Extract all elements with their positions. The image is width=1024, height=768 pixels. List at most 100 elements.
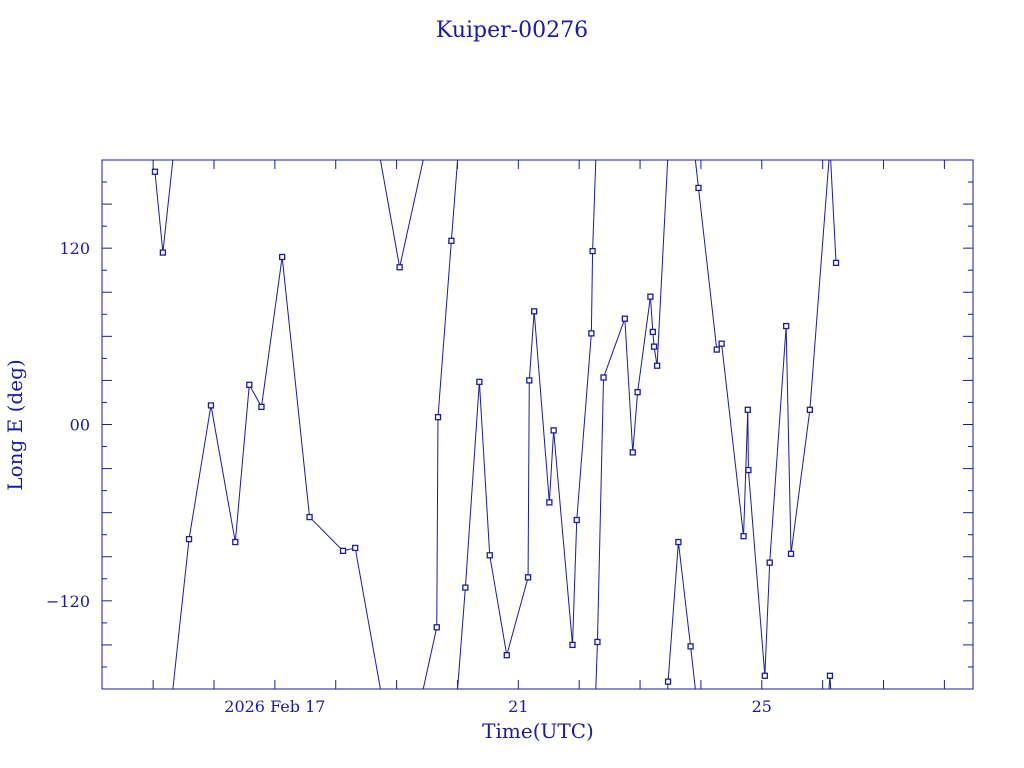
line-segment xyxy=(830,159,837,263)
data-point xyxy=(476,378,483,386)
data-point xyxy=(526,377,533,384)
data-point xyxy=(159,249,167,256)
data-point xyxy=(279,253,286,261)
data-point xyxy=(761,672,768,679)
line-segment xyxy=(656,159,669,366)
data-point xyxy=(546,499,553,506)
data-point xyxy=(503,652,510,659)
data-point xyxy=(675,538,682,546)
line-segment xyxy=(632,392,639,453)
line-segment xyxy=(590,251,594,334)
line-segment xyxy=(248,384,262,408)
line-segment xyxy=(596,377,605,642)
data-point xyxy=(787,550,795,557)
line-segment xyxy=(576,333,592,521)
line-segment xyxy=(464,381,480,588)
data-point xyxy=(396,264,403,271)
data-point xyxy=(550,427,557,434)
line-segment xyxy=(506,577,529,656)
data-point xyxy=(832,259,840,267)
line-segment xyxy=(309,516,344,552)
data-point xyxy=(826,672,834,679)
data-point xyxy=(569,641,576,649)
line-segment xyxy=(690,646,696,690)
y-tick-label: 120 xyxy=(59,239,90,258)
line-segment xyxy=(747,470,766,676)
line-segment xyxy=(764,562,771,676)
data-point xyxy=(531,308,538,315)
line-segment xyxy=(489,555,508,656)
data-point xyxy=(448,237,455,244)
x-tick-label: 25 xyxy=(752,697,772,716)
line-segment xyxy=(548,430,555,503)
y-tick-label: −120 xyxy=(46,592,90,611)
series-markers xyxy=(151,168,840,685)
data-point xyxy=(462,584,469,591)
data-point xyxy=(745,466,752,474)
line-segment xyxy=(595,641,598,690)
data-point xyxy=(258,403,265,411)
data-point xyxy=(600,374,607,381)
line-segment xyxy=(697,187,718,350)
data-point xyxy=(207,402,215,409)
data-point xyxy=(573,516,580,524)
line-segment xyxy=(624,318,634,453)
line-segment xyxy=(172,539,190,690)
line-segment xyxy=(809,159,830,410)
data-point xyxy=(740,533,747,540)
line-segment xyxy=(210,405,236,543)
x-tick-label: 21 xyxy=(508,697,528,716)
line-segment xyxy=(162,159,174,253)
data-point xyxy=(718,340,725,347)
line-segment xyxy=(653,346,658,366)
data-point xyxy=(634,389,641,396)
line-segment xyxy=(450,159,459,241)
line-segment xyxy=(478,381,491,556)
axis-ticks xyxy=(102,160,973,689)
line-segment xyxy=(422,627,438,690)
data-point xyxy=(232,538,239,546)
data-point xyxy=(352,544,359,552)
line-segment xyxy=(769,326,787,563)
data-point xyxy=(695,184,702,192)
data-point xyxy=(185,535,193,543)
line-segment xyxy=(527,380,530,578)
data-point xyxy=(589,247,596,255)
line-segment xyxy=(154,171,164,253)
data-point xyxy=(647,293,654,300)
line-segment xyxy=(785,326,792,554)
line-segment xyxy=(528,311,535,381)
line-segment xyxy=(649,296,654,332)
x-axis-label: Time(UTC) xyxy=(482,719,594,743)
data-point xyxy=(653,362,661,369)
line-segment xyxy=(603,318,626,378)
data-point xyxy=(713,346,720,353)
data-point xyxy=(687,643,694,650)
data-point xyxy=(650,343,658,350)
line-segment xyxy=(571,519,578,645)
line-segment xyxy=(379,159,401,268)
data-point xyxy=(246,381,253,388)
data-point xyxy=(524,574,532,581)
data-point xyxy=(151,168,159,175)
data-point xyxy=(806,406,814,413)
line-segment xyxy=(667,542,679,682)
line-segment xyxy=(188,405,212,540)
line-segment xyxy=(437,240,452,418)
line-segment xyxy=(747,409,749,471)
line-segment xyxy=(790,409,811,554)
y-tick-label: 00 xyxy=(70,416,90,435)
chart-title: Kuiper-00276 xyxy=(436,18,588,43)
data-point xyxy=(339,547,347,555)
line-segment xyxy=(533,311,550,503)
data-point xyxy=(782,322,790,330)
data-point xyxy=(664,678,672,685)
x-tick-label: 2026 Feb 17 xyxy=(224,697,325,716)
data-point xyxy=(486,552,493,559)
line-segment xyxy=(637,296,651,393)
plot-frame xyxy=(101,159,974,690)
line-segment xyxy=(234,384,250,543)
line-segment xyxy=(457,587,466,690)
line-segment xyxy=(260,256,283,407)
